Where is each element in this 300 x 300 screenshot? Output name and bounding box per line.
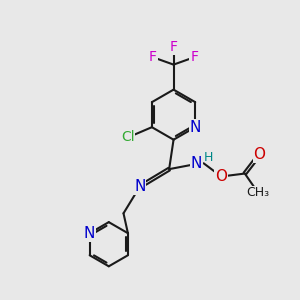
Text: CH₃: CH₃ <box>247 186 270 199</box>
Text: F: F <box>190 50 198 64</box>
Text: N: N <box>84 226 95 241</box>
Text: F: F <box>149 50 157 64</box>
Text: O: O <box>254 147 266 162</box>
Text: N: N <box>190 120 201 135</box>
Text: Cl: Cl <box>121 130 134 145</box>
Text: N: N <box>134 179 146 194</box>
Text: O: O <box>215 169 227 184</box>
Text: F: F <box>169 40 178 54</box>
Text: N: N <box>191 156 202 171</box>
Text: H: H <box>204 151 214 164</box>
